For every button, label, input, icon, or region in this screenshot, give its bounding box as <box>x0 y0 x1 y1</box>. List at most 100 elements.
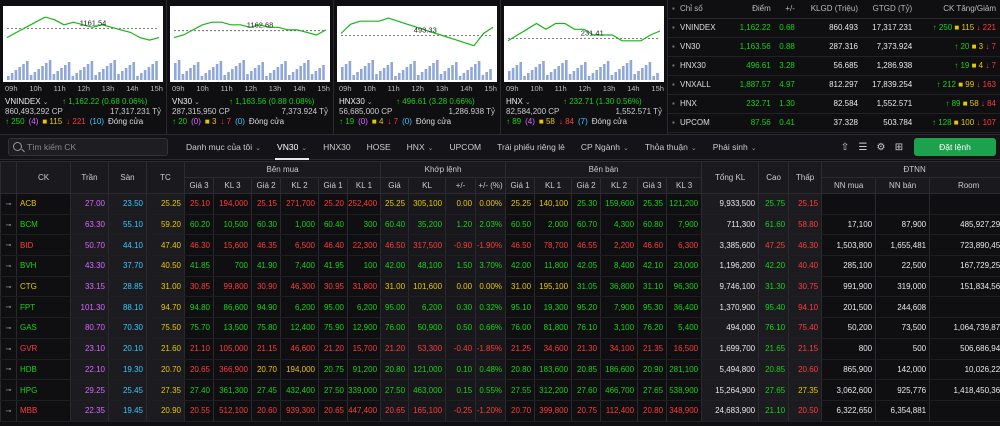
add-icon[interactable]: ⊞ <box>894 141 904 153</box>
ask-1-price[interactable]: 27.55 <box>505 379 535 401</box>
bid-2-price[interactable]: 60.30 <box>251 214 281 236</box>
pin-icon[interactable]: ▪ <box>672 80 675 89</box>
tab-thỏa-thuận[interactable]: Thỏa thuận ⌄ <box>637 134 705 160</box>
ask-2-price[interactable]: 20.85 <box>571 359 601 381</box>
symbol-cell[interactable]: GAS <box>16 317 71 339</box>
bid-1-price[interactable]: 60.40 <box>318 214 348 236</box>
tab-upcom[interactable]: UPCOM <box>442 134 490 160</box>
bid-3-price[interactable]: 30.85 <box>184 276 214 298</box>
pin-icon[interactable]: ⊸ <box>0 400 17 422</box>
pin-icon[interactable]: ▪ <box>672 99 675 108</box>
symbol-cell[interactable]: HDB <box>16 359 71 381</box>
index-row[interactable]: ▪ HNX 232.71 1.30 82.584 1,552.571 ↑ 89 ■ 58 ↓… <box>668 94 1000 114</box>
ask-2-price[interactable]: 46.55 <box>571 234 601 257</box>
table-row[interactable]: ⊸ BID 50.70 44.10 47.40 46.30 15,600 46.35 6,500… <box>0 234 1000 257</box>
bid-3-price[interactable]: 41.85 <box>184 255 214 277</box>
bid-3-price[interactable]: 25.10 <box>184 193 214 215</box>
pin-icon[interactable]: ⊸ <box>0 234 17 257</box>
table-row[interactable]: ⊸ CTG 33.15 28.85 31.00 30.85 99,800 30.90 46,30… <box>0 276 1000 298</box>
symbol-cell[interactable]: GVR <box>16 338 71 360</box>
ask-1-price[interactable]: 95.10 <box>505 296 535 319</box>
bid-2-price[interactable]: 25.15 <box>251 193 281 215</box>
table-row[interactable]: ⊸ ACB 27.00 23.50 25.25 25.10 194,000 25.15 271,… <box>0 193 1000 215</box>
index-name[interactable]: VNINDEX ⌄ <box>5 97 49 106</box>
search-input[interactable]: Tìm kiếm CK <box>8 138 168 156</box>
table-row[interactable]: ⊸ MBB 22.35 19.45 20.90 20.55 512,100 20.60 939,… <box>0 400 1000 422</box>
symbol-cell[interactable]: BVH <box>16 255 71 277</box>
bid-2-price[interactable]: 30.90 <box>251 276 281 298</box>
bid-2-price[interactable]: 41.90 <box>251 255 281 277</box>
ask-1-price[interactable]: 76.00 <box>505 317 535 339</box>
bid-1-price[interactable]: 41.95 <box>318 255 348 277</box>
chart-hnx[interactable]: 231.41 09h 10h 11h 12h 13h 14h 15h HNX ⌄ ↑ 232.71 … <box>501 0 668 134</box>
tab-cp-ngành[interactable]: CP Ngành ⌄ <box>573 134 637 160</box>
bid-1-price[interactable]: 21.20 <box>318 338 348 360</box>
pin-icon[interactable]: ⊸ <box>0 193 17 215</box>
chart-vn30[interactable]: 1162.68 09h 10h 11h 12h 13h 14h 15h VN30 ⌄ ↑ 1,163… <box>167 0 334 134</box>
bid-3-price[interactable]: 60.20 <box>184 214 214 236</box>
table-row[interactable]: ⊸ BVH 43.30 37.70 40.50 41.85 700 41.90 7,400 41.… <box>0 255 1000 277</box>
upload-icon[interactable]: ⇧ <box>840 141 850 153</box>
bid-3-price[interactable]: 21.10 <box>184 338 214 360</box>
ask-3-price[interactable]: 21.35 <box>637 338 667 360</box>
table-row[interactable]: ⊸ BCM 63.30 55.10 59.20 60.20 10,500 60.30 1,000… <box>0 214 1000 236</box>
pin-icon[interactable]: ⊸ <box>0 317 17 339</box>
bid-2-price[interactable]: 27.45 <box>251 379 281 401</box>
bid-2-price[interactable]: 46.35 <box>251 234 281 257</box>
ask-2-price[interactable]: 31.05 <box>571 276 601 298</box>
ask-2-price[interactable]: 42.05 <box>571 255 601 277</box>
ask-3-price[interactable]: 60.80 <box>637 214 667 236</box>
bid-3-price[interactable]: 94.80 <box>184 296 214 319</box>
table-row[interactable]: ⊸ GAS 80.70 70.30 75.50 75.70 13,500 75.80 12,40… <box>0 317 1000 339</box>
tab-trái-phiếu-riêng-lẻ[interactable]: Trái phiếu riêng lẻ <box>489 134 573 160</box>
pin-icon[interactable]: ▪ <box>672 118 675 127</box>
ask-3-price[interactable]: 76.20 <box>637 317 667 339</box>
ask-3-price[interactable]: 25.35 <box>637 193 667 215</box>
tab-phái-sinh[interactable]: Phái sinh ⌄ <box>705 134 765 160</box>
tab-hnx30[interactable]: HNX30 <box>315 134 358 160</box>
ask-2-price[interactable]: 20.75 <box>571 400 601 422</box>
bid-3-price[interactable]: 46.30 <box>184 234 214 257</box>
ask-2-price[interactable]: 60.70 <box>571 214 601 236</box>
bid-1-price[interactable]: 27.50 <box>318 379 348 401</box>
symbol-cell[interactable]: FPT <box>16 296 71 319</box>
ask-1-price[interactable]: 46.50 <box>505 234 535 257</box>
bid-2-price[interactable]: 75.80 <box>251 317 281 339</box>
bid-3-price[interactable]: 20.65 <box>184 359 214 381</box>
pin-icon[interactable]: ⊸ <box>0 338 17 360</box>
pin-icon[interactable]: ⊸ <box>0 296 17 319</box>
table-row[interactable]: ⊸ GVR 23.10 20.10 21.60 21.10 105,000 21.15 46,6… <box>0 338 1000 360</box>
pin-icon[interactable]: ▪ <box>672 23 675 32</box>
symbol-cell[interactable]: HPG <box>16 379 71 401</box>
list-icon[interactable]: ☰ <box>858 141 868 153</box>
ask-3-price[interactable]: 31.10 <box>637 276 667 298</box>
ask-3-price[interactable]: 27.65 <box>637 379 667 401</box>
symbol-cell[interactable]: CTG <box>16 276 71 298</box>
ask-1-price[interactable]: 21.25 <box>505 338 535 360</box>
pin-icon[interactable]: ⊸ <box>0 359 17 381</box>
ask-1-price[interactable]: 20.70 <box>505 400 535 422</box>
symbol-cell[interactable]: BID <box>16 234 71 257</box>
index-row[interactable]: ▪ HNX30 496.61 3.28 56.685 1,286.938 ↑ 19 ■ 4 … <box>668 56 1000 76</box>
ask-1-price[interactable]: 25.25 <box>505 193 535 215</box>
table-row[interactable]: ⊸ HPG 29.25 25.45 27.35 27.40 361,300 27.45 432,… <box>0 379 1000 401</box>
tab-hnx[interactable]: HNX ⌄ <box>399 134 442 160</box>
bid-1-price[interactable]: 20.75 <box>318 359 348 381</box>
tab-danh-mục-của-tôi[interactable]: Danh mục của tôi ⌄ <box>178 134 269 160</box>
bid-1-price[interactable]: 95.00 <box>318 296 348 319</box>
symbol-cell[interactable]: ACB <box>16 193 71 215</box>
ask-1-price[interactable]: 20.80 <box>505 359 535 381</box>
pin-icon[interactable]: ⊸ <box>0 379 17 401</box>
index-name[interactable]: HNX30 ⌄ <box>339 97 373 106</box>
bid-2-price[interactable]: 20.70 <box>251 359 281 381</box>
bid-3-price[interactable]: 27.40 <box>184 379 214 401</box>
ask-1-price[interactable]: 31.00 <box>505 276 535 298</box>
place-order-button[interactable]: Đặt lệnh <box>914 138 996 156</box>
bid-1-price[interactable]: 25.20 <box>318 193 348 215</box>
ask-2-price[interactable]: 27.60 <box>571 379 601 401</box>
index-name[interactable]: HNX ⌄ <box>506 97 531 106</box>
bid-1-price[interactable]: 20.65 <box>318 400 348 422</box>
ask-2-price[interactable]: 25.30 <box>571 193 601 215</box>
bid-1-price[interactable]: 75.90 <box>318 317 348 339</box>
index-row[interactable]: ▪ VNXALL 1,887.57 4.97 812.297 17,839.254 ↑ 21… <box>668 75 1000 95</box>
